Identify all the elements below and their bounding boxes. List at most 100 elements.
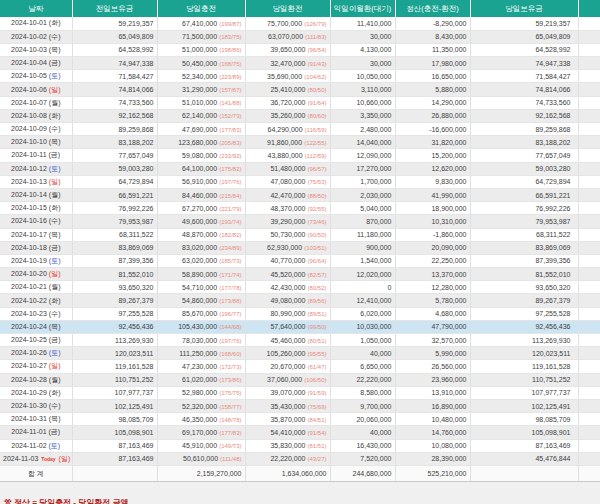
table-row[interactable]: 2024-10-09 (수)89,259,86847,690,000(177/8… xyxy=(0,123,600,136)
carryover-cell: 30,000 xyxy=(330,57,395,70)
exchange-percent: (88/50) xyxy=(307,193,326,199)
day-of-week: (수) xyxy=(49,402,61,409)
date-text: 2024-10-24 xyxy=(11,323,47,330)
exchange-percent: (96/64) xyxy=(307,258,326,264)
table-row[interactable]: 2024-10-30 (수)102,125,49152,320,000(158/… xyxy=(0,399,600,412)
charge-percent: (234/89) xyxy=(219,245,241,251)
table-row[interactable]: 2024-10-19 (토)87,399,35663,020,000(185/7… xyxy=(0,254,600,267)
table-row[interactable]: 2024-10-17 (목)68,311,52248,870,000(182/8… xyxy=(0,228,600,241)
today-balance-cell: 71,584,427 xyxy=(470,70,578,83)
charge-cell: 31,290,000(157/67) xyxy=(157,83,245,96)
spacer-cell xyxy=(578,57,600,70)
charge-cell: 71,500,000(183/75) xyxy=(157,30,245,43)
table-row[interactable]: 2024-10-07 (월)74,733,56051,010,000(141/8… xyxy=(0,96,600,109)
settlement-cell: 11,350,000 xyxy=(395,43,470,56)
charge-percent: (172/73) xyxy=(219,364,241,370)
table-row[interactable]: 2024-10-16 (수)79,953,98749,600,000(193/7… xyxy=(0,215,600,228)
prev-balance-cell: 59,219,357 xyxy=(72,17,157,30)
table-row[interactable]: 2024-10-22 (화)89,267,37954,860,000(173/8… xyxy=(0,294,600,307)
prev-balance-cell: 113,269,930 xyxy=(72,334,157,347)
date-cell: 2024-10-25 (금) xyxy=(0,334,72,347)
date-text: 2024-10-10 xyxy=(11,138,47,145)
table-row[interactable]: 2024-10-28 (월)110,751,25261,020,000(173/… xyxy=(0,373,600,386)
table-row[interactable]: 2024-10-20 (일)81,552,01058,890,000(171/7… xyxy=(0,268,600,281)
table-row[interactable]: 2024-10-02 (수)65,049,80971,500,000(183/7… xyxy=(0,30,600,43)
date-text: 2024-10-28 xyxy=(11,376,47,383)
charge-percent: (177/83) xyxy=(219,430,241,436)
table-row[interactable]: 2024-10-18 (금)83,869,06983,020,000(234/8… xyxy=(0,241,600,254)
table-row[interactable]: 2024-10-08 (화)92,162,56862,140,000(152/7… xyxy=(0,109,600,122)
exchange-percent: (99/50) xyxy=(307,324,326,330)
date-text: 2024-10-08 xyxy=(11,112,47,119)
date-cell: 2024-10-05 (토) xyxy=(0,70,72,83)
today-balance-cell: 87,163,469 xyxy=(470,439,578,452)
charge-percent: (233/92) xyxy=(219,153,241,159)
charge-cell: 45,910,000(149/73) xyxy=(157,439,245,452)
day-of-week: (토) xyxy=(49,72,61,79)
spacer-cell xyxy=(578,241,600,254)
exchange-percent: (116/59) xyxy=(305,127,327,133)
carryover-cell: 6,650,000 xyxy=(330,360,395,373)
table-row[interactable]: 2024-10-29 (화)107,977,73752,980,000(175/… xyxy=(0,386,600,399)
table-row[interactable]: 2024-10-06 (일)74,814,06631,290,000(157/6… xyxy=(0,83,600,96)
day-of-week: (목) xyxy=(49,231,61,238)
table-row[interactable]: 2024-10-11 (금)77,657,04959,080,000(233/9… xyxy=(0,149,600,162)
table-row[interactable]: 2024-10-04 (금)74,947,33850,450,000(168/7… xyxy=(0,57,600,70)
table-row[interactable]: 2024-10-26 (토)120,023,511111,250,000(168… xyxy=(0,347,600,360)
total-carryover-cell: 244,680,000 xyxy=(330,465,395,482)
table-row[interactable]: 2024-11-02 (토)87,163,46945,910,000(149/7… xyxy=(0,439,600,452)
prev-balance-cell: 92,456,436 xyxy=(72,320,157,333)
date-cell: 2024-10-21 (월) xyxy=(0,281,72,294)
today-balance-cell: 113,269,930 xyxy=(470,334,578,347)
col-header-spacer xyxy=(578,0,600,17)
date-text: 2024-10-13 xyxy=(11,178,47,185)
date-cell: 2024-11-03 Today (일) xyxy=(0,452,72,465)
carryover-cell: 20,060,000 xyxy=(330,413,395,426)
date-text: 2024-10-27 xyxy=(11,362,47,369)
exchange-cell: 39,290,000(73/46) xyxy=(245,215,330,228)
table-row[interactable]: 2024-10-25 (금)113,269,93078,030,000(197/… xyxy=(0,334,600,347)
date-cell: 2024-10-03 (목) xyxy=(0,43,72,56)
today-balance-cell: 102,125,491 xyxy=(470,399,578,412)
today-balance-cell: 59,003,280 xyxy=(470,162,578,175)
prev-balance-cell: 66,591,221 xyxy=(72,188,157,201)
table-row[interactable]: 2024-10-12 (토)59,003,28064,100,000(175/8… xyxy=(0,162,600,175)
today-balance-cell: 93,650,320 xyxy=(470,281,578,294)
daily-balance-page: 날짜 전일보유금 당일충전 당일환전 익일이월환(대기) 정산(충전-환전) 당… xyxy=(0,0,600,504)
table-row[interactable]: 2024-11-03 Today (일)87,163,46950,610,000… xyxy=(0,452,600,465)
charge-percent: (198/86) xyxy=(219,47,241,53)
table-row[interactable]: 2024-10-05 (토)71,584,42752,340,000(223/8… xyxy=(0,70,600,83)
exchange-percent: (90/50) xyxy=(307,232,326,238)
exchange-cell: 62,930,000(103/51) xyxy=(245,241,330,254)
table-row[interactable]: 2024-10-24 (목)92,456,436105,430,000(144/… xyxy=(0,320,600,333)
date-text: 2024-10-06 xyxy=(11,86,47,93)
settlement-cell: 16,890,000 xyxy=(395,399,470,412)
table-row[interactable]: 2024-11-01 (금)105,098,90169,170,000(177/… xyxy=(0,426,600,439)
date-text: 2024-10-15 xyxy=(11,204,47,211)
settlement-cell: 17,980,000 xyxy=(395,57,470,70)
prev-balance-cell: 71,584,427 xyxy=(72,70,157,83)
date-cell: 2024-10-12 (토) xyxy=(0,162,72,175)
exchange-cell: 37,060,000(106/50) xyxy=(245,373,330,386)
charge-percent: (196/77) xyxy=(219,311,241,317)
table-row[interactable]: 2024-10-03 (목)64,528,99251,000,000(198/8… xyxy=(0,43,600,56)
table-row[interactable]: 2024-10-14 (월)66,591,22184,460,000(215/8… xyxy=(0,188,600,201)
table-row[interactable]: 2024-10-15 (화)76,992,22667,270,000(221/7… xyxy=(0,202,600,215)
table-row[interactable]: 2024-10-01 (화)59,219,35767,410,000(199/8… xyxy=(0,17,600,30)
date-text: 2024-10-17 xyxy=(11,231,47,238)
day-of-week: (목) xyxy=(49,415,61,422)
table-row[interactable]: 2024-10-27 (일)119,161,52847,230,000(172/… xyxy=(0,360,600,373)
table-row[interactable]: 2024-10-21 (월)93,650,32054,710,000(177/7… xyxy=(0,281,600,294)
today-balance-cell: 81,552,010 xyxy=(470,268,578,281)
charge-cell: 83,020,000(234/89) xyxy=(157,241,245,254)
date-text: 2024-10-01 xyxy=(11,19,47,26)
table-row[interactable]: 2024-10-31 (목)98,085,70946,350,000(148/7… xyxy=(0,413,600,426)
table-row[interactable]: 2024-10-23 (수)97,255,52885,670,000(196/7… xyxy=(0,307,600,320)
exchange-cell: 22,220,000(43/27) xyxy=(245,452,330,465)
spacer-cell xyxy=(578,228,600,241)
carryover-cell: 5,040,000 xyxy=(330,202,395,215)
settlement-cell: 12,620,000 xyxy=(395,162,470,175)
table-row[interactable]: 2024-10-13 (일)64,729,89456,910,000(197/7… xyxy=(0,175,600,188)
table-row[interactable]: 2024-10-10 (목)83,188,202123,680,000(205/… xyxy=(0,136,600,149)
date-cell: 2024-10-22 (화) xyxy=(0,294,72,307)
